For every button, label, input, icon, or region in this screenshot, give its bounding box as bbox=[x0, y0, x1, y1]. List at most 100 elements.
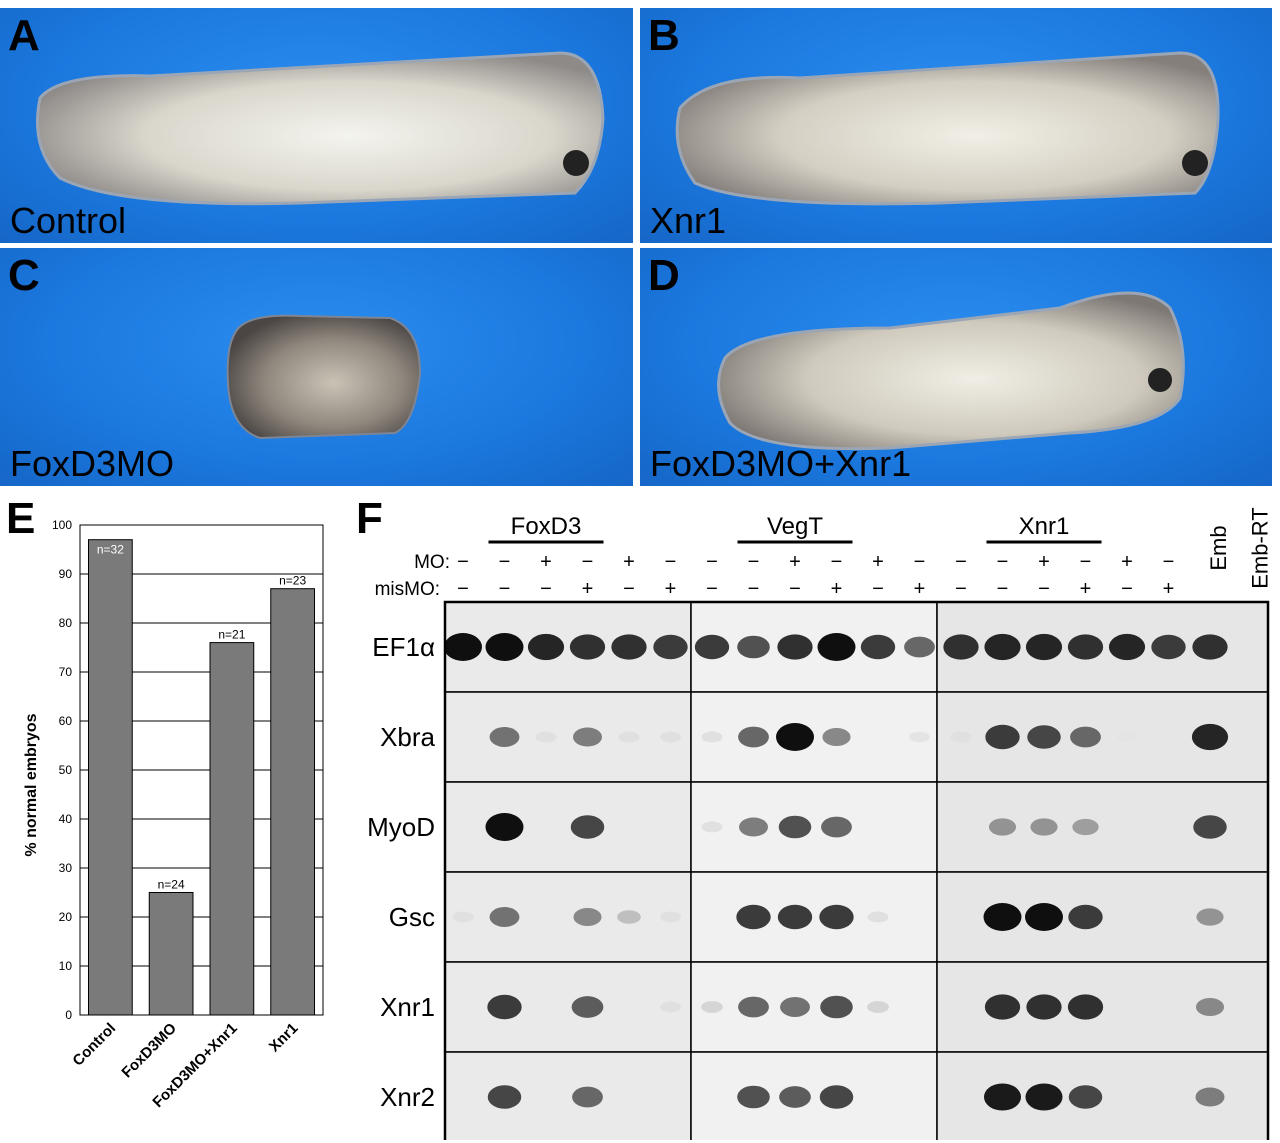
mo-sign: − bbox=[955, 551, 967, 573]
gel-band bbox=[573, 907, 602, 927]
y-tick-label: 100 bbox=[52, 518, 72, 532]
y-tick-label: 0 bbox=[65, 1008, 72, 1022]
gel-band bbox=[983, 903, 1022, 931]
gel-band bbox=[860, 634, 896, 660]
gel-band bbox=[867, 911, 889, 923]
gel-band bbox=[1116, 731, 1138, 743]
mismo-sign: + bbox=[914, 578, 926, 600]
blot-cell bbox=[444, 781, 692, 873]
gel-band bbox=[819, 904, 854, 930]
bar bbox=[88, 539, 133, 1016]
mismo-sign: − bbox=[499, 578, 511, 600]
mo-sign: − bbox=[499, 551, 511, 573]
gel-band bbox=[571, 996, 604, 1018]
gel-band bbox=[1193, 815, 1227, 839]
gel-band bbox=[779, 1086, 811, 1108]
mo-sign: − bbox=[706, 551, 718, 573]
y-tick-label: 80 bbox=[59, 616, 73, 630]
gel-band bbox=[660, 911, 681, 923]
gel-band bbox=[943, 634, 979, 660]
gel-band bbox=[701, 1001, 723, 1013]
gel-band bbox=[701, 731, 723, 743]
embryo-image-foxd3mo bbox=[226, 314, 422, 440]
gene-label: Xbra bbox=[380, 722, 435, 752]
mo-sign: + bbox=[789, 551, 801, 573]
blot-cell bbox=[690, 601, 938, 693]
mo-sign: + bbox=[623, 551, 635, 573]
embryo-image-control bbox=[36, 51, 605, 206]
mo-sign: + bbox=[872, 551, 884, 573]
gel-band bbox=[776, 723, 814, 751]
gel-band bbox=[569, 634, 606, 660]
blot-cell bbox=[690, 961, 938, 1053]
mo-sign: + bbox=[1038, 551, 1050, 573]
gel-band bbox=[1068, 904, 1103, 930]
gel-band bbox=[1108, 633, 1146, 661]
gel-band bbox=[1151, 634, 1186, 660]
gel-band bbox=[1192, 634, 1228, 660]
blot-cell bbox=[690, 1051, 938, 1140]
gel-band bbox=[988, 818, 1017, 836]
y-tick-label: 40 bbox=[59, 812, 73, 826]
blot-cell bbox=[690, 781, 938, 873]
gel-band bbox=[817, 633, 856, 661]
panel-letter: A bbox=[8, 11, 40, 60]
mo-sign: − bbox=[1080, 551, 1092, 573]
bar bbox=[148, 892, 194, 1016]
mo-sign: − bbox=[457, 551, 469, 573]
mismo-sign: − bbox=[706, 578, 718, 600]
gel-band bbox=[1191, 723, 1229, 751]
gel-band bbox=[819, 1085, 854, 1109]
plot-frame bbox=[79, 524, 324, 1016]
gel-band bbox=[617, 910, 641, 924]
gel-band bbox=[487, 1085, 522, 1109]
y-axis-label: % normal embryos bbox=[23, 713, 40, 856]
mo-sign: − bbox=[665, 551, 677, 573]
gel-band bbox=[820, 995, 853, 1019]
mismo-sign: − bbox=[623, 578, 635, 600]
y-tick-label: 70 bbox=[59, 665, 73, 679]
gel-band bbox=[1067, 634, 1104, 660]
panel-letter-e: E bbox=[6, 494, 36, 543]
gel-band bbox=[777, 634, 813, 660]
gel-band bbox=[867, 1001, 889, 1013]
group-label: VegT bbox=[767, 513, 823, 540]
gene-label: MyoD bbox=[367, 812, 435, 842]
y-tick-label: 20 bbox=[59, 910, 73, 924]
blot-cell bbox=[444, 871, 692, 963]
mismo-sign: + bbox=[1163, 578, 1175, 600]
mo-sign: − bbox=[748, 551, 760, 573]
panel-caption: Control bbox=[10, 200, 127, 241]
gel-band bbox=[572, 1086, 603, 1108]
group-label: Xnr1 bbox=[1019, 513, 1070, 540]
gel-band bbox=[909, 731, 930, 743]
gel-band bbox=[611, 634, 647, 660]
gel-band bbox=[985, 724, 1020, 750]
panel-caption: Xnr1 bbox=[650, 200, 727, 241]
gene-label: Xnr1 bbox=[380, 992, 435, 1022]
bar-count-label: n=23 bbox=[279, 574, 306, 588]
blot-cell bbox=[690, 871, 938, 963]
gel-band bbox=[570, 815, 605, 839]
gel-band bbox=[1195, 1087, 1225, 1107]
y-tick-label: 90 bbox=[59, 567, 73, 581]
gel-band bbox=[780, 997, 810, 1017]
mismo-sign: − bbox=[789, 578, 801, 600]
panel-caption: FoxD3MO bbox=[10, 443, 175, 484]
mo-sign: − bbox=[831, 551, 843, 573]
mismo-sign: − bbox=[997, 578, 1009, 600]
gel-band bbox=[1026, 994, 1062, 1020]
embryo-image-foxd3mo-xnr1 bbox=[717, 291, 1185, 451]
mismo-sign: − bbox=[1038, 578, 1050, 600]
mo-sign: − bbox=[914, 551, 926, 573]
mismo-sign: − bbox=[457, 578, 469, 600]
gel-band bbox=[694, 634, 730, 660]
mismo-sign: − bbox=[540, 578, 552, 600]
gel-band bbox=[738, 996, 769, 1018]
x-category-label: FoxD3MO bbox=[118, 1020, 180, 1082]
gel-band bbox=[1196, 908, 1224, 926]
bar bbox=[209, 642, 255, 1016]
panel-c-foxd3mo: C FoxD3MO bbox=[0, 248, 633, 486]
gene-label: Xnr2 bbox=[380, 1082, 435, 1112]
embryo-image-xnr1 bbox=[675, 51, 1220, 206]
